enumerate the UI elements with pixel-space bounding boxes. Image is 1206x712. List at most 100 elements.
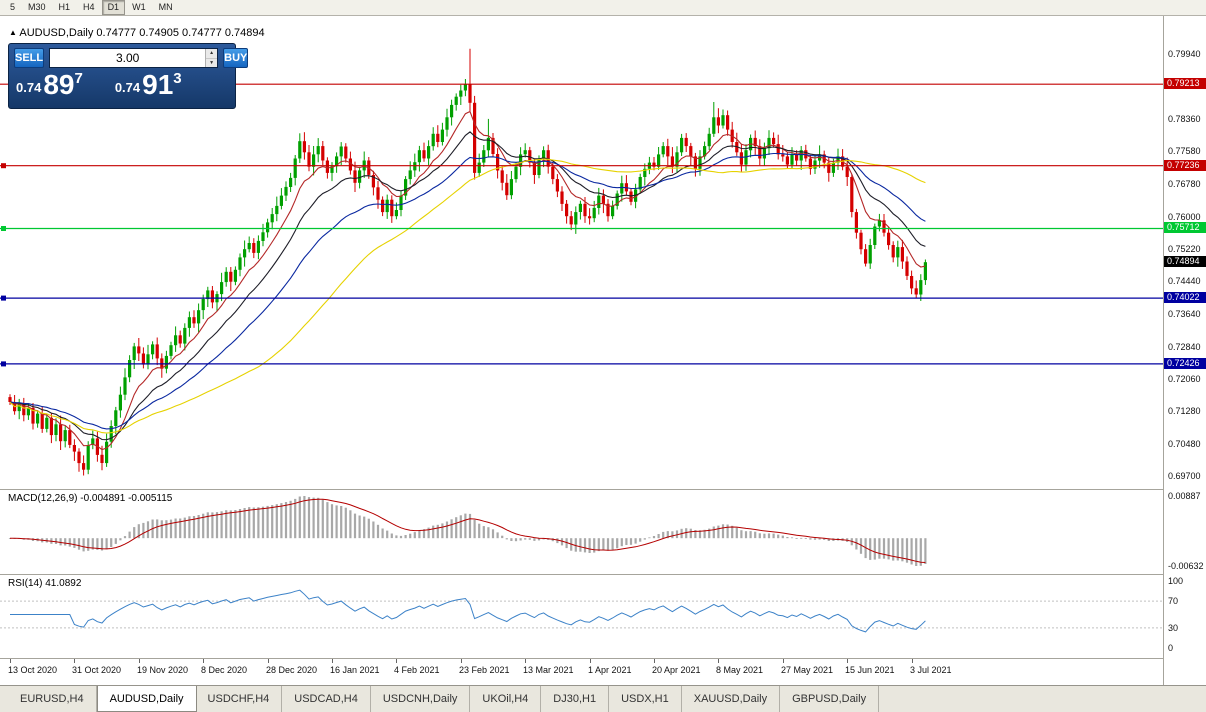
price-scale-separator	[1163, 16, 1164, 685]
price-scale[interactable]: 0.79940 0.78360 0.77580 0.76780 0.76000 0.752…	[1164, 16, 1206, 685]
timeframe-button-D1[interactable]: D1	[101, 0, 126, 15]
price-tick: 0.73640	[1168, 309, 1201, 319]
rsi-indicator-label: RSI(14) 41.0892	[8, 578, 81, 589]
bid-price: 0.74 89 7	[14, 70, 83, 99]
chart-tab-USDCHF-H4[interactable]: USDCHF,H4	[196, 686, 283, 712]
rsi-name: RSI(14)	[8, 578, 43, 589]
price-tick: 0.76780	[1168, 179, 1201, 189]
price-tick: 0.69700	[1168, 471, 1201, 481]
chart-tab-GBPUSD-Daily[interactable]: GBPUSD,Daily	[780, 686, 880, 712]
rsi-scale-value: 100	[1168, 576, 1184, 586]
chart-tab-UKOil-H4[interactable]: UKOil,H4	[470, 686, 542, 712]
level-handle[interactable]	[1, 295, 6, 301]
volume-input[interactable]	[50, 49, 206, 67]
time-axis[interactable]: 13 Oct 2020 31 Oct 2020 19 Nov 2020 8 Dec 2…	[0, 659, 1163, 684]
panel-resize-handle[interactable]	[0, 574, 1206, 575]
time-tick	[74, 659, 75, 663]
price-tick: 0.79940	[1168, 49, 1201, 59]
time-tick	[139, 659, 140, 663]
ask-price-prefix: 0.74	[114, 80, 141, 95]
level-handle[interactable]	[1, 361, 6, 367]
time-label: 31 Oct 2020	[72, 665, 122, 675]
timeframe-button-MN[interactable]: MN	[158, 2, 173, 12]
time-label: 19 Nov 2020	[137, 665, 189, 675]
panel-resize-handle[interactable]	[0, 489, 1206, 490]
time-tick	[912, 659, 913, 663]
volume-stepper: ▲ ▼	[205, 49, 218, 67]
candles	[8, 48, 927, 476]
time-tick	[10, 659, 11, 663]
price-tick: 0.70480	[1168, 439, 1201, 449]
chart-tab-XAUUSD-Daily[interactable]: XAUUSD,Daily	[682, 686, 781, 712]
macd-signal-line	[9, 498, 926, 563]
sma-55-line	[9, 158, 926, 434]
time-label: 27 May 2021	[781, 665, 834, 675]
price-chart-canvas[interactable]	[0, 16, 1163, 489]
price-tick: 0.74440	[1168, 276, 1201, 286]
macd-panel-canvas[interactable]	[0, 490, 1163, 574]
rsi-scale-value: 0	[1168, 643, 1174, 653]
timeframe-buttons: 5 M30 H1 H4 D1 W1 MN	[4, 0, 179, 15]
price-tick: 0.75220	[1168, 244, 1201, 254]
price-tick: 0.77580	[1168, 146, 1201, 156]
sell-button[interactable]: SELL	[14, 48, 45, 68]
time-label: 13 Mar 2021	[523, 665, 574, 675]
volume-decrease-icon[interactable]: ▼	[206, 58, 218, 67]
price-tick: 0.76000	[1168, 212, 1201, 222]
timeframe-toolbar: 5 M30 H1 H4 D1 W1 MN	[0, 0, 1206, 16]
macd-name: MACD(12,26,9)	[8, 493, 78, 504]
moving-averages	[9, 110, 926, 451]
level-price-label: 0.77236	[1164, 160, 1206, 171]
time-tick	[396, 659, 397, 663]
timeframe-button-W1[interactable]: W1	[132, 2, 146, 12]
time-tick	[590, 659, 591, 663]
price-tick: 0.71280	[1168, 406, 1201, 416]
ask-price: 0.74 91 3	[113, 69, 182, 100]
ask-price-big: 91	[142, 69, 174, 100]
time-label: 3 Jul 2021	[910, 665, 952, 675]
collapse-trading-panel-icon[interactable]: ▲	[9, 28, 17, 37]
macd-histogram	[8, 496, 927, 566]
rsi-scale-value: 70	[1168, 596, 1179, 606]
horizontal-levels[interactable]	[0, 83, 1163, 367]
chart-tab-AUDUSD-Daily[interactable]: AUDUSD,Daily	[96, 686, 197, 712]
chart-tab-USDCAD-H4[interactable]: USDCAD,H4	[282, 686, 371, 712]
level-price-label: 0.74022	[1164, 292, 1206, 303]
time-tick	[268, 659, 269, 663]
time-tick	[332, 659, 333, 663]
time-axis-separator	[0, 658, 1206, 659]
time-tick	[847, 659, 848, 663]
volume-increase-icon[interactable]: ▲	[206, 49, 218, 59]
macd-values: -0.004891 -0.005115	[80, 493, 173, 504]
time-label: 4 Feb 2021	[394, 665, 440, 675]
bid-price-pipette: 7	[74, 70, 83, 87]
buy-button[interactable]: BUY	[223, 48, 249, 68]
time-tick	[203, 659, 204, 663]
level-price-label: 0.75712	[1164, 222, 1206, 233]
price-tick: 0.72840	[1168, 342, 1201, 352]
level-price-label: 0.72426	[1164, 358, 1206, 369]
time-label: 13 Oct 2020	[8, 665, 58, 675]
chart-tab-USDX-H1[interactable]: USDX,H1	[609, 686, 682, 712]
ema-9-line	[9, 110, 926, 451]
chart-tab-EURUSD-H4[interactable]: EURUSD,H4	[8, 686, 97, 712]
rsi-value: 41.0892	[45, 578, 82, 589]
ask-price-pipette: 3	[173, 70, 182, 87]
chart-tab-USDCNH-Daily[interactable]: USDCNH,Daily	[371, 686, 471, 712]
timeframe-button-H4[interactable]: H4	[83, 2, 95, 12]
chart-tab-DJ30-H1[interactable]: DJ30,H1	[541, 686, 610, 712]
timeframe-button-M30[interactable]: M30	[28, 2, 46, 12]
level-handle[interactable]	[1, 163, 6, 169]
time-tick	[718, 659, 719, 663]
macd-indicator-label: MACD(12,26,9) -0.004891 -0.005115	[8, 493, 172, 504]
time-label: 20 Apr 2021	[652, 665, 701, 675]
level-handle[interactable]	[1, 226, 6, 231]
ema-18-line	[9, 131, 926, 441]
rsi-panel-canvas[interactable]	[0, 575, 1163, 658]
time-label: 8 Dec 2020	[201, 665, 248, 675]
chart-title: ▲ AUDUSD,Daily 0.74777 0.74905 0.74777 0…	[9, 27, 265, 39]
timeframe-button-5[interactable]: 5	[10, 2, 16, 12]
timeframe-button-H1[interactable]: H1	[58, 2, 71, 12]
